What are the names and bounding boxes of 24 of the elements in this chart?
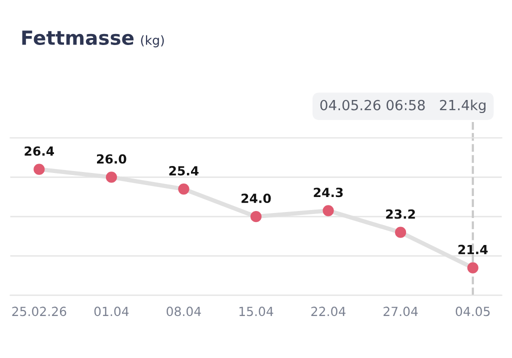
chart-title: Fettmasse [22,30,134,46]
data-label: 24.3 [314,188,343,198]
x-tick-label: 01.04 [94,306,129,316]
point [106,172,117,183]
x-tick-label: 25.02.26 [12,306,66,316]
data-label: 21.4 [458,244,488,254]
data-label: 23.2 [386,209,415,219]
point [250,211,262,222]
ref-line-label: 04.05.26 06:58 21.4kg [320,100,486,114]
data-label: 26.0 [97,154,126,164]
x-tick-label: 15.04 [239,306,274,316]
point [34,164,45,175]
point [178,183,190,195]
point [322,205,334,216]
point [395,226,406,238]
data-label: 25.4 [169,166,199,176]
x-tick-label: 04.05 [456,306,490,316]
point [467,262,478,274]
x-tick-label: 27.04 [384,306,418,316]
x-tick-label: 08.04 [166,306,201,316]
chart-subtitle: (kg) [141,35,164,48]
data-label: 26.4 [24,146,54,156]
data-label: 24.0 [242,194,271,204]
x-tick-label: 22.04 [311,306,346,316]
